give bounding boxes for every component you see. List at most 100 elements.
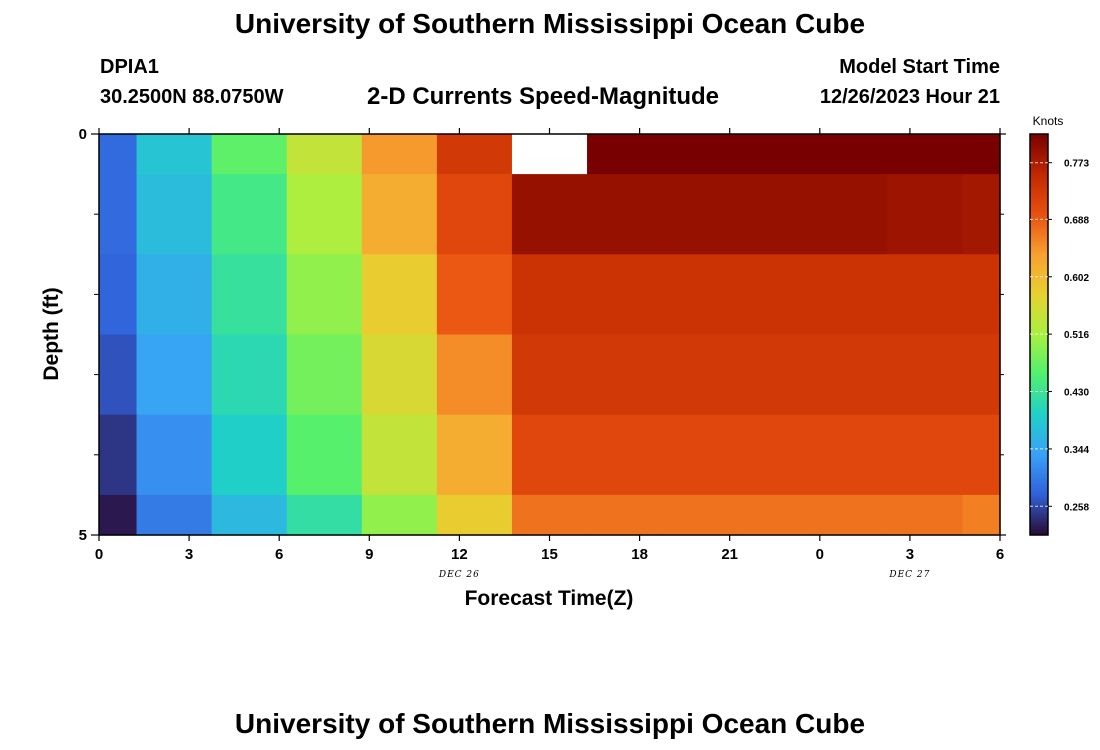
heatmap-cell <box>99 134 138 175</box>
heatmap-cell <box>361 334 438 416</box>
heatmap-cell <box>662 254 738 336</box>
heatmap-cell <box>136 254 213 336</box>
heatmap-cell <box>511 414 588 496</box>
heatmap-cell <box>286 174 363 255</box>
heatmap-cell <box>662 334 738 416</box>
heatmap-cell <box>211 334 288 416</box>
heatmap-cell <box>587 254 663 336</box>
x-tick-label: 18 <box>631 546 648 563</box>
heatmap-cell <box>962 334 1001 416</box>
heatmap-cell <box>587 174 663 255</box>
heatmap-cell <box>436 494 513 536</box>
heatmap-cell <box>136 494 213 536</box>
heatmap-cell <box>511 174 588 255</box>
chart-subtitle: 2-D Currents Speed-Magnitude <box>367 83 720 110</box>
y-tick-label: 5 <box>79 527 87 544</box>
x-axis: 0 3 6 9 12 15 18 21 0 3 6 DEC 26 DEC 27 <box>95 128 1004 580</box>
heatmap-cell <box>662 414 738 496</box>
station-coordinates: 30.2500N 88.0750W <box>100 86 284 108</box>
x-tick-label: 3 <box>906 546 914 563</box>
heatmap-cell <box>361 494 438 536</box>
heatmap-cell <box>962 174 1001 255</box>
model-start-label: Model Start Time <box>839 56 1000 78</box>
heatmap-cell <box>211 174 288 255</box>
heatmap-cell <box>436 174 513 255</box>
heatmap-cell <box>962 494 1001 536</box>
colorbar-tick-label: 0.773 <box>1064 159 1089 170</box>
heatmap-cell <box>962 134 1001 175</box>
heatmap-cell <box>662 494 738 536</box>
x-tick-label: 0 <box>95 546 103 563</box>
heatmap-cell <box>887 134 964 175</box>
heatmap-cell <box>286 494 363 536</box>
heatmap-cell <box>99 174 138 255</box>
heatmap-cell <box>737 254 813 336</box>
heatmap-cell <box>887 334 964 416</box>
heatmap-cell <box>587 334 663 416</box>
model-start-value: 12/26/2023 Hour 21 <box>819 86 1000 108</box>
heatmap-cell <box>887 414 964 496</box>
heatmap-cell <box>99 414 138 496</box>
x-tick-label: 9 <box>365 546 373 563</box>
x-tick-label: 12 <box>451 546 468 563</box>
heatmap-cell <box>887 494 964 536</box>
heatmap-cell <box>136 134 213 175</box>
heatmap-cell <box>737 494 813 536</box>
heatmap-cell <box>887 174 964 255</box>
y-axis-label: Depth (ft) <box>40 287 63 380</box>
date-label: DEC 27 <box>888 570 930 580</box>
y-axis: 05 <box>79 126 1006 544</box>
x-tick-label: 15 <box>541 546 558 563</box>
heatmap-cell <box>812 254 888 336</box>
heatmap-cell <box>587 134 663 175</box>
heatmap-cell <box>286 134 363 175</box>
x-tick-label: 21 <box>721 546 738 563</box>
x-axis-label: Forecast Time(Z) <box>465 587 634 610</box>
heatmap-cell <box>436 334 513 416</box>
heatmap-cell <box>887 254 964 336</box>
y-tick-label: 0 <box>79 126 87 143</box>
x-tick-label: 6 <box>996 546 1004 563</box>
colorbar-tick-label: 0.430 <box>1064 388 1089 399</box>
heatmap-cell <box>511 334 588 416</box>
colorbar-tick-label: 0.344 <box>1064 445 1089 456</box>
heatmap-cell <box>737 174 813 255</box>
footer-title: University of Southern Mississippi Ocean… <box>234 708 866 739</box>
heatmap-cell <box>511 254 588 336</box>
heatmap-cell <box>511 494 588 536</box>
heatmap-cell <box>737 414 813 496</box>
heatmap-cell <box>286 414 363 496</box>
heatmap-cell <box>812 134 888 175</box>
colorbar-tick-label: 0.258 <box>1064 502 1089 513</box>
heatmap-cell <box>99 494 138 536</box>
x-tick-label: 3 <box>185 546 193 563</box>
heatmap-cell <box>361 174 438 255</box>
colorbar-ticks: 0.258 0.344 0.430 0.516 0.602 0.688 0.773 <box>1030 159 1089 513</box>
heatmap-cell <box>136 174 213 255</box>
heatmap-cell <box>211 134 288 175</box>
heatmap-cell <box>812 414 888 496</box>
x-tick-label: 6 <box>275 546 283 563</box>
heatmap-cell <box>962 414 1001 496</box>
heatmap-cell <box>436 254 513 336</box>
date-label: DEC 26 <box>438 570 480 580</box>
heatmap-cell <box>662 174 738 255</box>
heatmap-cell <box>812 334 888 416</box>
colorbar-label: Knots <box>1033 114 1064 128</box>
heatmap-cell <box>587 414 663 496</box>
heatmap-cell <box>962 254 1001 336</box>
station-id: DPIA1 <box>100 56 159 78</box>
heatmap-cell <box>99 334 138 416</box>
heatmap-cell <box>99 254 138 336</box>
heatmap-cells <box>99 134 1001 536</box>
heatmap-cell <box>436 134 513 175</box>
heatmap-cell <box>361 254 438 336</box>
colorbar-tick-label: 0.602 <box>1064 273 1089 284</box>
heatmap-cell <box>136 414 213 496</box>
heatmap-cell <box>286 254 363 336</box>
heatmap-cell <box>211 414 288 496</box>
heatmap-cell <box>812 494 888 536</box>
chart-title: University of Southern Mississippi Ocean… <box>234 8 866 39</box>
heatmap-cell <box>361 414 438 496</box>
